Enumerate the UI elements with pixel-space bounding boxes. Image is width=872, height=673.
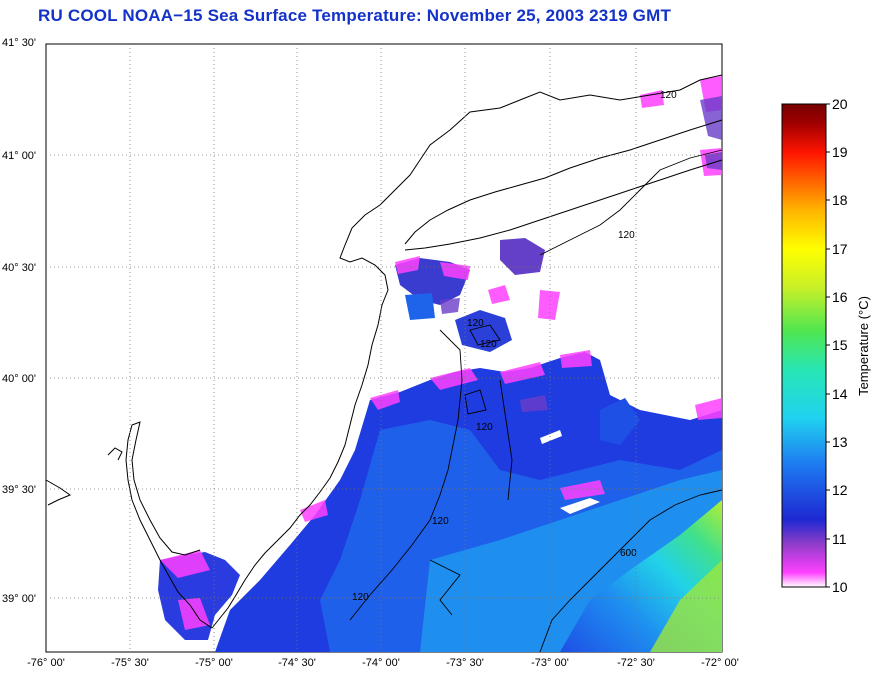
colorbar-tick-label: 17 <box>832 241 848 257</box>
contour-label: 600 <box>620 548 637 559</box>
colorbar-tick-label: 16 <box>832 289 848 305</box>
lat-label: 41° 30' <box>2 37 36 49</box>
colorbar-tick-label: 20 <box>832 96 848 112</box>
contour-label: 120 <box>432 516 449 527</box>
purple-patches <box>440 96 722 412</box>
lon-labels: -76° 00' -75° 30' -75° 00' -74° 30' -74°… <box>27 657 739 669</box>
colorbar-title: Temperature (°C) <box>856 296 871 396</box>
contour-label: 120 <box>660 90 677 101</box>
contour-label-group: 120 120 120 120 120 120 600 120 <box>352 90 677 603</box>
lat-label: 40° 30' <box>2 262 36 274</box>
map-title: RU COOL NOAA−15 Sea Surface Temperature:… <box>38 6 672 25</box>
lon-label: -74° 00' <box>362 657 400 669</box>
colorbar-gradient <box>781 103 827 588</box>
lon-label: -75° 30' <box>111 657 149 669</box>
colorbar-ticks <box>826 103 830 588</box>
contour-label: 120 <box>467 318 484 329</box>
colorbar-tick-label: 14 <box>832 386 848 402</box>
contour-label: 120 <box>480 339 497 350</box>
colorbar-tick-label: 11 <box>832 531 847 547</box>
lat-label: 40° 00' <box>2 373 36 385</box>
lon-label: -72° 30' <box>617 657 655 669</box>
colorbar-tick-label: 15 <box>832 337 848 353</box>
colorbar: 20 19 18 17 16 15 14 13 12 11 10 Tempera… <box>781 96 871 595</box>
lat-label: 41° 00' <box>2 150 36 162</box>
contour-label: 120 <box>476 422 493 433</box>
lon-label: -73° 00' <box>531 657 569 669</box>
graticule <box>46 44 722 652</box>
cloud-streaks <box>540 430 600 514</box>
lon-label: -76° 00' <box>27 657 65 669</box>
contour-label: 120 <box>618 230 635 241</box>
lat-label: 39° 00' <box>2 593 36 605</box>
coastline <box>45 74 723 629</box>
lat-label: 39° 30' <box>2 484 36 496</box>
colorbar-tick-label: 18 <box>832 192 848 208</box>
lon-label: -74° 30' <box>278 657 316 669</box>
colorbar-tick-label: 13 <box>832 434 848 450</box>
colorbar-tick-label: 10 <box>832 579 848 595</box>
sst-field <box>158 238 722 652</box>
lon-label: -75° 00' <box>195 657 233 669</box>
colorbar-tick-label: 19 <box>832 144 848 160</box>
lat-labels: 41° 30' 41° 00' 40° 30' 40° 00' 39° 30' … <box>2 37 36 605</box>
isobath-contours <box>349 149 723 653</box>
lon-label: -73° 30' <box>446 657 484 669</box>
lon-label: -72° 00' <box>701 657 739 669</box>
colorbar-tick-label: 12 <box>832 482 848 498</box>
contour-label: 120 <box>352 592 369 603</box>
